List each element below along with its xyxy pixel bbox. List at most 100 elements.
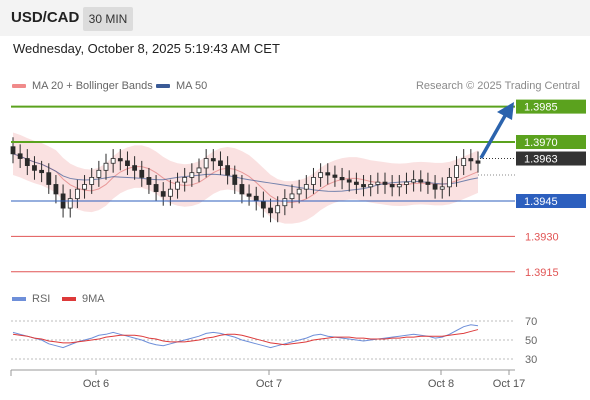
candle-body (67, 198, 73, 209)
x-tick-label: Oct 8 (428, 378, 454, 390)
bollinger-band (13, 132, 478, 224)
current-price-label: 1.3963 (524, 154, 558, 166)
candle-body (232, 174, 238, 185)
candle-body (375, 181, 381, 185)
resistance-price-label: 1.3985 (524, 102, 558, 114)
candle-body (218, 160, 223, 167)
ma50-swatch (156, 84, 170, 88)
resistance-price-tag (516, 135, 586, 149)
candle-body (210, 158, 216, 162)
candle-body (461, 158, 467, 167)
candle-body (318, 172, 324, 178)
x-tick-label: Oct 7 (256, 378, 282, 390)
candle-body (418, 179, 424, 183)
legend-ma50: MA 50 (156, 80, 207, 92)
legend-rsi: RSI (12, 293, 50, 305)
candle-body (446, 176, 452, 188)
candle-body (110, 158, 116, 164)
candle-body (167, 188, 173, 197)
candle-body (353, 181, 359, 185)
legend-rsi-label: RSI (32, 293, 51, 305)
candle-body (296, 188, 302, 195)
candle-body (439, 186, 445, 190)
forecast-arrow-shaft (479, 113, 508, 159)
candle-body (103, 162, 109, 171)
candle-body (132, 165, 138, 171)
header-bar: USD/CAD 30 MIN (0, 0, 590, 36)
datetime-stamp: Wednesday, October 8, 2025 5:19:43 AM CE… (13, 41, 280, 56)
current-price-tag (516, 151, 586, 166)
candle-body (454, 165, 459, 178)
candle-body (139, 169, 145, 178)
candle-body (368, 184, 374, 188)
rsi-line (12, 324, 479, 349)
resistance-price-tag (516, 99, 586, 114)
candle-body (225, 165, 231, 176)
candle-body (146, 176, 152, 185)
resistance-price-label: 1.3970 (524, 137, 558, 149)
candle-body (82, 184, 87, 190)
candle-body (189, 172, 195, 178)
legend-9ma-label: 9MA (82, 293, 105, 305)
rsi-swatch (12, 297, 26, 301)
candle-body (404, 181, 409, 185)
candle-body (346, 179, 352, 183)
candle-body (303, 184, 309, 190)
candle-body (125, 160, 130, 167)
candle-body (332, 174, 338, 178)
candle-body (432, 184, 438, 190)
rsi-tick-label: 70 (525, 316, 537, 328)
candle-body (153, 184, 159, 192)
candle-body (339, 176, 345, 181)
legend-ma20-bb: MA 20 + Bollinger Bands (12, 80, 153, 92)
candle-body (96, 169, 102, 178)
candle-body (239, 184, 245, 195)
candle-body (260, 200, 266, 209)
candle-body (425, 181, 431, 185)
candle-body (10, 146, 16, 155)
candle-body (311, 176, 316, 185)
ma9-swatch (62, 297, 76, 301)
candle-body (39, 169, 45, 174)
candle-body (246, 193, 252, 197)
candle-body (382, 181, 388, 185)
rsi-ma-line (12, 329, 479, 346)
candle-body (361, 184, 366, 188)
candle-body (325, 172, 331, 176)
candle-body (53, 184, 59, 195)
candle-body (89, 176, 95, 185)
candle-body (17, 153, 23, 159)
rsi-tick-label: 30 (525, 354, 537, 366)
candle-body (411, 179, 417, 183)
candle-body (196, 167, 202, 174)
candle-body (396, 184, 402, 188)
target-price-label: 1.3915 (525, 267, 559, 279)
rsi-tick-label: 50 (525, 335, 537, 347)
x-tick-label: Oct 6 (83, 378, 109, 390)
credit-text: Research © 2025 Trading Central (415, 80, 580, 92)
support-price-label: 1.3945 (524, 196, 558, 208)
candle-body (74, 188, 80, 200)
candle-body (475, 160, 481, 164)
target-price-label: 1.3930 (525, 231, 559, 243)
candle-body (46, 172, 52, 185)
forecast-arrow-head (497, 102, 514, 120)
candle-body (275, 205, 281, 214)
x-tick-label: Oct 17 (493, 378, 525, 390)
candle-body (24, 158, 30, 167)
timeframe-button[interactable]: 30 MIN (83, 7, 133, 31)
candle-body (389, 184, 395, 188)
candle-body (117, 158, 123, 162)
candle-body (203, 158, 209, 169)
candle-body (268, 207, 273, 214)
candle-body (160, 191, 166, 197)
candle-body (175, 181, 180, 190)
candle-body (468, 158, 474, 162)
legend-ma20-label: MA 20 + Bollinger Bands (32, 80, 153, 92)
support-price-tag (516, 194, 586, 208)
symbol-title: USD/CAD (11, 9, 80, 26)
ma20-swatch (12, 84, 26, 88)
legend-ma50-label: MA 50 (176, 80, 208, 92)
candle-body (253, 195, 259, 202)
